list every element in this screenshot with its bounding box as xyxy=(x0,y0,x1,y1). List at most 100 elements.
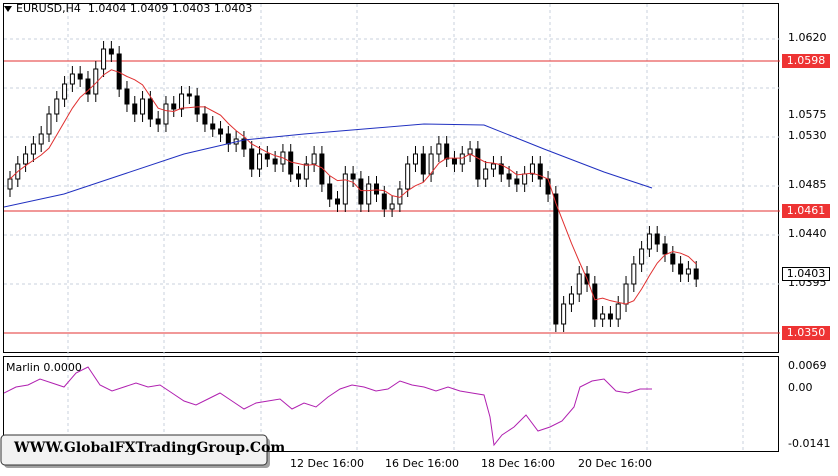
candle-body xyxy=(171,103,177,110)
candle-body xyxy=(428,153,434,175)
candle-body xyxy=(358,178,364,205)
candle-body xyxy=(654,233,660,245)
candle-body xyxy=(592,283,598,320)
candle-body xyxy=(568,293,574,305)
candle-body xyxy=(529,163,535,175)
candle-body xyxy=(319,153,325,185)
candle-body xyxy=(553,193,559,325)
candle-body xyxy=(646,233,652,250)
candle-body xyxy=(678,263,684,275)
candle-body xyxy=(311,153,317,165)
candle-body xyxy=(327,183,333,200)
candle-body xyxy=(85,78,91,95)
candle-body xyxy=(389,203,395,210)
price-tick: 1.0530 xyxy=(788,129,827,142)
price-tick: 1.0575 xyxy=(788,108,827,121)
watermark-badge xyxy=(0,434,270,468)
candle-body xyxy=(662,243,668,255)
candle-body xyxy=(506,173,512,180)
candle-body xyxy=(7,178,13,190)
candle-body xyxy=(537,163,543,180)
candle-body xyxy=(108,48,114,55)
candle-body xyxy=(303,163,309,180)
candle-body xyxy=(69,73,75,85)
candle-body xyxy=(140,98,146,115)
candle-body xyxy=(561,303,567,325)
candle-body xyxy=(405,163,411,190)
candle-body xyxy=(335,198,341,205)
candle-body xyxy=(467,148,473,155)
candle-body xyxy=(202,113,208,125)
candle-body xyxy=(38,133,44,145)
candle-body xyxy=(483,168,489,180)
level-label-upper: 1.0598 xyxy=(782,54,830,68)
candle-body xyxy=(296,173,302,180)
price-tick: 1.0440 xyxy=(788,227,827,240)
candle-body xyxy=(514,178,520,185)
dropdown-triangle-icon[interactable] xyxy=(4,6,12,12)
chart-title: EURUSD,H4 1.0404 1.0409 1.0403 1.0403 xyxy=(4,2,252,15)
candle-body xyxy=(373,183,379,195)
candle-body xyxy=(132,103,138,115)
candle-body xyxy=(670,253,676,265)
candle-body xyxy=(522,173,528,185)
price-tick: 1.0485 xyxy=(788,178,827,191)
fast-ma-line xyxy=(9,69,697,305)
candle-body xyxy=(436,143,442,155)
candle-body xyxy=(179,93,185,110)
candle-body xyxy=(264,153,270,160)
indicator-tick: 0.00 xyxy=(788,381,813,394)
candle-body xyxy=(381,193,387,210)
time-tick: 20 Dec 16:00 xyxy=(578,457,652,470)
candle-body xyxy=(77,73,83,80)
candle-body xyxy=(225,133,231,145)
candle-body xyxy=(545,178,551,195)
time-tick: 16 Dec 16:00 xyxy=(385,457,459,470)
level-label-lower: 1.0350 xyxy=(782,326,830,340)
candle-body xyxy=(576,273,582,295)
candle-body xyxy=(366,183,372,205)
candle-body xyxy=(23,153,29,165)
time-tick: 18 Dec 16:00 xyxy=(481,457,555,470)
indicator-tick: -0.0141 xyxy=(788,437,831,450)
candle-body xyxy=(444,143,450,160)
current-price-label: 1.0403 xyxy=(782,267,830,281)
candle-body xyxy=(615,303,621,320)
candle-body xyxy=(288,151,294,175)
indicator-chart[interactable] xyxy=(4,357,780,453)
candle-body xyxy=(412,153,418,165)
level-label-middle: 1.0461 xyxy=(782,204,830,218)
candle-body xyxy=(163,103,169,125)
candle-body xyxy=(639,248,645,265)
candle-body xyxy=(257,153,263,170)
candle-body xyxy=(30,143,36,155)
candle-body xyxy=(54,98,60,115)
price-chart[interactable] xyxy=(4,4,780,354)
indicator-title: Marlin 0.0000 xyxy=(6,361,82,374)
ohlc-readout: 1.0404 1.0409 1.0403 1.0403 xyxy=(87,2,253,15)
candle-body xyxy=(218,128,224,135)
candle-body xyxy=(62,83,68,100)
candle-body xyxy=(241,138,247,150)
candle-body xyxy=(155,118,161,125)
watermark-text: WWW.GlobalFXTradingGroup.Com xyxy=(14,440,286,456)
candle-body xyxy=(498,163,504,175)
candle-body xyxy=(101,48,107,70)
candle-body xyxy=(147,98,153,120)
candle-body xyxy=(490,163,496,170)
candle-body xyxy=(623,283,629,305)
indicator-tick: 0.0069 xyxy=(788,359,827,372)
candle-body xyxy=(194,95,200,115)
candle-body xyxy=(631,263,637,285)
candle-body xyxy=(124,88,130,105)
candle-body xyxy=(685,268,691,275)
candle-body xyxy=(693,268,699,280)
candle-body xyxy=(607,313,613,320)
candle-body xyxy=(420,153,426,175)
candle-body xyxy=(272,158,278,165)
candle-body xyxy=(350,173,356,180)
indicator-line xyxy=(4,366,652,447)
price-chart-pane[interactable] xyxy=(3,3,780,354)
candle-body xyxy=(186,93,192,97)
candle-body xyxy=(475,148,481,180)
